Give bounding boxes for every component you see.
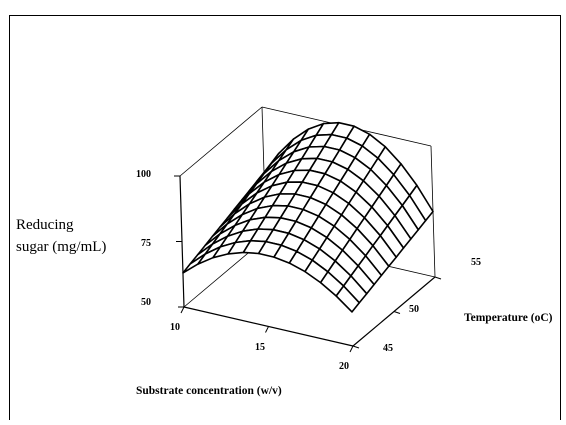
back-left-top-edge: [179, 106, 263, 177]
x-tick-mark: [349, 345, 354, 353]
x-tick-15: 15: [255, 342, 265, 353]
y-tick-50: 50: [409, 304, 419, 315]
surface-cell: [335, 285, 361, 313]
surface-mesh: [182, 121, 434, 313]
figure-frame: [9, 15, 561, 420]
z-axis-label-line1: Reducing: [16, 217, 74, 233]
z-tick-50: 50: [141, 297, 151, 308]
y-tick-55: 55: [471, 257, 481, 268]
x-tick-mark: [180, 306, 185, 314]
x-axis-label: Substrate concentration (w/v): [136, 385, 282, 397]
z-tick-100: 100: [136, 169, 151, 180]
y-tick-mark: [352, 345, 360, 349]
surface-cell: [182, 253, 207, 274]
x-tick-20: 20: [339, 361, 349, 372]
z-tick-75: 75: [141, 238, 151, 249]
y-axis-label: Temperature (oC): [464, 312, 553, 324]
x-tick-10: 10: [170, 322, 180, 333]
y-tick-45: 45: [383, 343, 393, 354]
y-tick-mark: [393, 311, 401, 314]
axis-ticks: [174, 175, 442, 353]
y-tick-mark: [434, 276, 442, 280]
z-axis-label-line2: sugar (mg/mL): [16, 239, 106, 255]
x-tick-mark: [265, 326, 269, 333]
